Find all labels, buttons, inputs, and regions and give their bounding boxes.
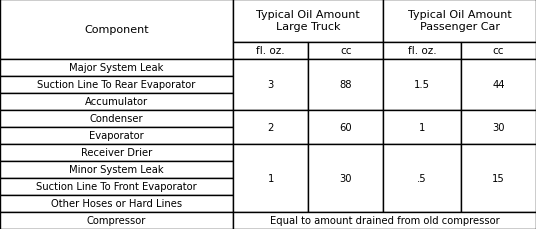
Text: Minor System Leak: Minor System Leak	[69, 165, 164, 175]
Text: fl. oz.: fl. oz.	[408, 46, 436, 56]
Bar	[0, 195, 233, 212]
Bar	[383, 144, 461, 212]
Bar	[0, 212, 233, 229]
Bar	[0, 76, 233, 93]
Bar	[383, 0, 536, 42]
Text: 30: 30	[339, 173, 352, 183]
Text: fl. oz.: fl. oz.	[256, 46, 285, 56]
Text: Condenser: Condenser	[90, 114, 144, 124]
Bar	[461, 60, 536, 110]
Text: Accumulator: Accumulator	[85, 97, 148, 107]
Text: Other Hoses or Hard Lines: Other Hoses or Hard Lines	[51, 199, 182, 209]
Text: Receiver Drier: Receiver Drier	[81, 148, 152, 158]
Bar	[233, 0, 383, 42]
Bar	[383, 42, 461, 60]
Bar	[308, 144, 383, 212]
Bar	[461, 42, 536, 60]
Bar	[308, 42, 383, 60]
Text: Major System Leak: Major System Leak	[69, 63, 164, 73]
Text: Typical Oil Amount
Passenger Car: Typical Oil Amount Passenger Car	[408, 11, 511, 32]
Text: cc: cc	[340, 46, 352, 56]
Bar	[0, 93, 233, 110]
Bar	[233, 60, 308, 110]
Text: Component: Component	[84, 25, 149, 35]
Bar	[0, 161, 233, 178]
Text: 3: 3	[267, 80, 274, 90]
Bar	[233, 212, 536, 229]
Text: cc: cc	[493, 46, 504, 56]
Text: Suction Line To Rear Evaporator: Suction Line To Rear Evaporator	[38, 80, 196, 90]
Text: 15: 15	[492, 173, 505, 183]
Text: 44: 44	[492, 80, 505, 90]
Text: 30: 30	[492, 122, 505, 132]
Bar	[0, 110, 233, 127]
Bar	[0, 0, 233, 60]
Bar	[233, 42, 308, 60]
Bar	[0, 144, 233, 161]
Bar	[383, 110, 461, 144]
Bar	[0, 127, 233, 144]
Bar	[233, 110, 308, 144]
Text: Equal to amount drained from old compressor: Equal to amount drained from old compres…	[270, 215, 500, 226]
Text: Typical Oil Amount
Large Truck: Typical Oil Amount Large Truck	[256, 11, 360, 32]
Text: Evaporator: Evaporator	[89, 131, 144, 141]
Text: .5: .5	[418, 173, 427, 183]
Bar	[308, 110, 383, 144]
Bar	[461, 144, 536, 212]
Text: 2: 2	[267, 122, 274, 132]
Text: 1: 1	[419, 122, 425, 132]
Bar	[0, 60, 233, 76]
Bar	[383, 60, 461, 110]
Text: 60: 60	[339, 122, 352, 132]
Text: 1: 1	[267, 173, 274, 183]
Bar	[461, 110, 536, 144]
Text: Compressor: Compressor	[87, 215, 146, 226]
Text: 1.5: 1.5	[414, 80, 430, 90]
Bar	[0, 178, 233, 195]
Text: 88: 88	[339, 80, 352, 90]
Bar	[308, 60, 383, 110]
Bar	[233, 144, 308, 212]
Text: Suction Line To Front Evaporator: Suction Line To Front Evaporator	[36, 182, 197, 192]
